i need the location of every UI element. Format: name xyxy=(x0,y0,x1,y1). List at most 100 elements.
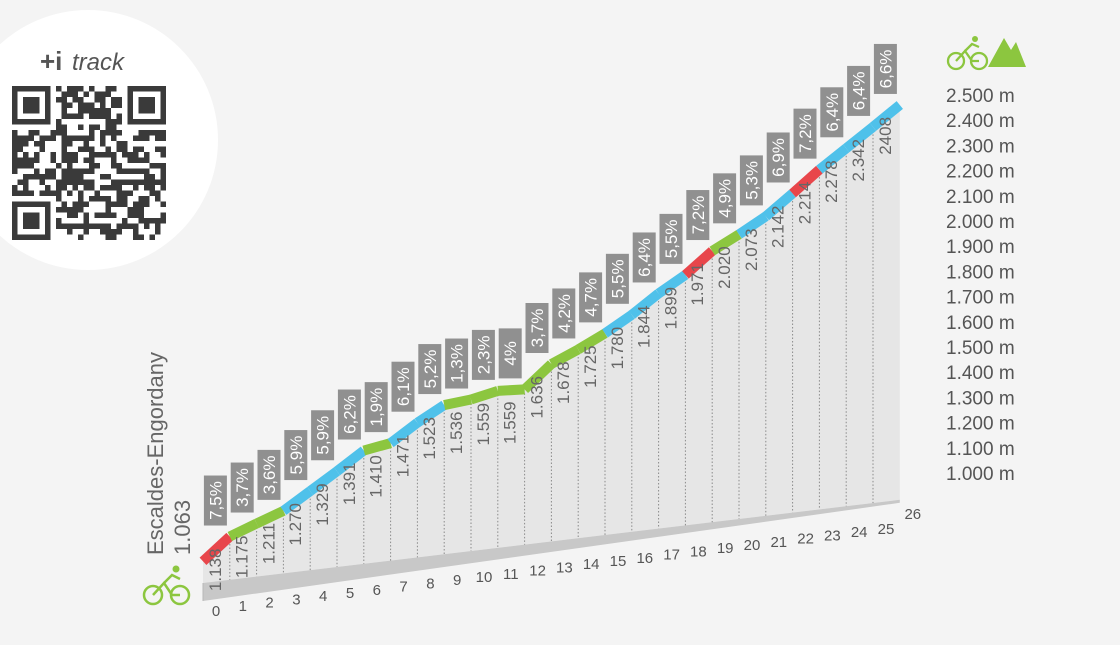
km-tick-label: 5 xyxy=(346,585,354,602)
altitude-label: 2.073 xyxy=(742,228,761,271)
gradient-segment xyxy=(469,386,500,405)
y-axis-label: 1.000 m xyxy=(946,464,1015,485)
gradient-badge xyxy=(337,389,361,440)
gradient-segment xyxy=(602,310,635,338)
y-axis-label: 1.500 m xyxy=(946,338,1015,359)
gradient-badge xyxy=(686,190,710,241)
gradient-label: 4% xyxy=(501,341,520,366)
gradient-label: 5,9% xyxy=(314,416,333,455)
profile-area xyxy=(203,104,900,583)
gradient-badge xyxy=(579,272,603,323)
gradient-label: 5,3% xyxy=(742,161,761,200)
altitude-label: 1.471 xyxy=(393,435,412,478)
altitude-label: 1.410 xyxy=(367,455,386,498)
y-axis-label: 2.400 m xyxy=(946,111,1015,132)
gradient-segment xyxy=(575,329,608,354)
qr-code-icon xyxy=(12,86,166,240)
y-axis-label: 1.200 m xyxy=(946,414,1015,435)
altitude-label: 2.020 xyxy=(715,246,734,289)
gradient-segment xyxy=(869,101,903,131)
gradient-label: 5,2% xyxy=(421,350,440,389)
start-altitude: 1.063 xyxy=(170,500,195,555)
altitude-label: 2.278 xyxy=(822,160,841,203)
km-tick-label: 25 xyxy=(878,521,895,538)
gradient-segment xyxy=(199,532,234,565)
gradient-label: 4,2% xyxy=(555,294,574,333)
gradient-label: 6,4% xyxy=(823,93,842,132)
y-axis-label: 1.900 m xyxy=(946,237,1015,258)
gradient-segment xyxy=(227,519,259,542)
altitude-label: 1.523 xyxy=(420,417,439,460)
gradient-segment xyxy=(736,212,769,239)
gradient-badge xyxy=(659,213,683,264)
gradient-segment xyxy=(655,270,689,298)
gradient-label: 6,6% xyxy=(876,50,895,89)
altitude-label: 1.725 xyxy=(581,345,600,388)
gradient-label: 7,2% xyxy=(796,114,815,153)
brand-prefix: +i xyxy=(40,46,62,76)
km-tick-label: 18 xyxy=(690,543,707,560)
gradient-label: 6,9% xyxy=(769,138,788,177)
km-tick-label: 20 xyxy=(744,537,761,554)
gradient-label: 6,4% xyxy=(850,72,869,111)
gradient-badge xyxy=(793,108,817,159)
altitude-label: 1.636 xyxy=(527,376,546,419)
gradient-badge xyxy=(257,449,281,500)
altitude-label: 2.214 xyxy=(795,182,814,225)
altitude-label: 1.678 xyxy=(554,361,573,404)
gradient-segment xyxy=(682,247,716,279)
y-axis: 2.500 m 2.400 m 2.300 m 2.200 m 2.100 m 2.000… xyxy=(946,86,1015,485)
gradient-badge xyxy=(311,410,335,461)
gradient-badge xyxy=(632,232,656,283)
gradient-badge xyxy=(766,132,790,183)
altitude-label: 1.138 xyxy=(206,549,225,592)
y-axis-label: 2.100 m xyxy=(946,187,1015,208)
km-tick-label: 15 xyxy=(610,553,627,570)
km-tick-label: 9 xyxy=(453,572,461,589)
gradient-label: 5,9% xyxy=(287,436,306,475)
km-tick-label: 4 xyxy=(319,588,327,605)
gradient-label: 3,7% xyxy=(233,468,252,507)
gradient-segment xyxy=(762,189,796,221)
altitude-label: 2.142 xyxy=(769,205,788,248)
altitude-label: 1.175 xyxy=(233,536,252,579)
gradient-label: 6,4% xyxy=(635,238,654,277)
altitude-label: 1.270 xyxy=(286,503,305,546)
gradient-label: 7,5% xyxy=(206,481,225,520)
gradient-badge xyxy=(552,288,576,339)
altitude-label: 1.329 xyxy=(313,483,332,526)
gradient-badge xyxy=(713,173,737,224)
gradient-segment xyxy=(628,289,662,319)
gradient-segment xyxy=(307,467,340,496)
gradient-badge xyxy=(364,382,388,433)
gradient-badge xyxy=(418,344,442,395)
gradient-segment xyxy=(414,400,447,427)
gradient-segment xyxy=(549,345,581,369)
gradient-label: 5,5% xyxy=(608,259,627,298)
km-tick-label: 3 xyxy=(292,591,300,608)
gradient-segment xyxy=(521,360,555,394)
gradient-segment xyxy=(443,394,473,410)
km-tick-label: 11 xyxy=(503,566,519,583)
km-tick-label: 6 xyxy=(373,582,381,599)
y-axis-label: 2.500 m xyxy=(946,86,1015,107)
km-tick-label: 10 xyxy=(476,569,493,586)
end-cyclist-icon xyxy=(946,36,989,71)
gradient-label: 7,2% xyxy=(689,196,708,235)
km-tick-label: 26 xyxy=(904,506,921,523)
km-tick-label: 8 xyxy=(426,575,434,592)
gradient-segment xyxy=(387,418,421,448)
y-axis-label: 1.400 m xyxy=(946,363,1015,384)
km-tick-label: 13 xyxy=(556,559,573,576)
y-axis-label: 2.300 m xyxy=(946,136,1015,157)
gradient-segment xyxy=(789,165,823,198)
km-tick-label: 7 xyxy=(399,579,407,596)
gradient-label: 1,9% xyxy=(367,388,386,427)
gradient-label: 6,2% xyxy=(340,395,359,434)
y-axis-label: 2.200 m xyxy=(946,162,1015,183)
gradient-segment xyxy=(280,487,314,515)
gradient-segment xyxy=(709,230,742,256)
km-tick-label: 21 xyxy=(770,534,787,551)
gradient-badge xyxy=(605,253,629,304)
